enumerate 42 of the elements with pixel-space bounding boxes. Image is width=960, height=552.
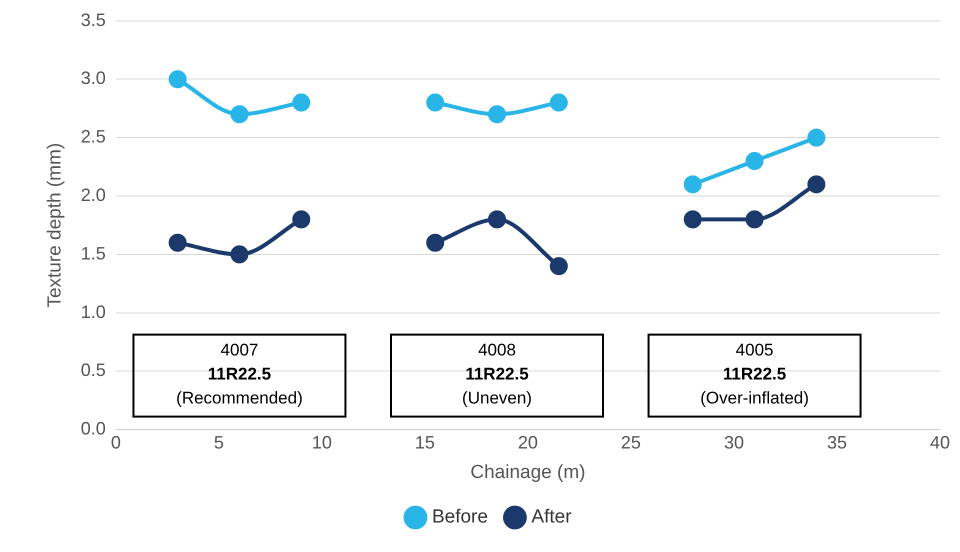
point	[746, 152, 764, 170]
y-tick-label: 3.5	[80, 10, 106, 30]
point	[168, 234, 187, 252]
point	[488, 105, 506, 124]
point	[807, 128, 826, 147]
y-tick-label: 3.0	[80, 68, 106, 88]
y-tick-label: 2.5	[80, 126, 106, 147]
y-tick-label: 1.5	[80, 243, 106, 264]
point	[746, 210, 764, 228]
point	[488, 210, 506, 228]
x-tick-label: 40	[930, 432, 950, 452]
annotation: 4007 11R22.5 (Recommended)	[176, 340, 303, 408]
point	[292, 210, 310, 228]
x-tick-label: 0	[110, 432, 121, 452]
y-tick-label: 1.0	[80, 302, 106, 322]
point	[230, 245, 248, 264]
x-tick-label: 35	[826, 432, 847, 452]
point	[292, 94, 310, 112]
x-tick-label: 30	[724, 432, 744, 452]
point	[807, 175, 826, 194]
x-tick-label: 5	[214, 432, 224, 452]
point	[168, 70, 187, 88]
point	[550, 257, 568, 276]
point	[550, 94, 568, 112]
point	[684, 175, 702, 194]
legend-label: After	[531, 506, 572, 528]
x-tick-label: 25	[620, 432, 641, 452]
y-axis-title: Texture depth (mm)	[44, 142, 66, 308]
x-axis-title: Chainage (m)	[470, 462, 586, 483]
x-tick-label: 20	[518, 432, 538, 452]
y-tick-label: 0.0	[80, 418, 106, 439]
x-tick-label: 15	[414, 432, 435, 452]
point	[230, 105, 248, 124]
y-tick-label: 0.5	[80, 360, 106, 380]
y-tick-label: 2.0	[80, 184, 106, 205]
point	[426, 94, 444, 112]
annotation: 4005 11R22.5 (Over-inflated)	[700, 340, 809, 408]
point	[684, 210, 702, 228]
legend-label: Before	[432, 506, 488, 528]
x-tick-label: 10	[312, 432, 332, 452]
point	[426, 234, 444, 252]
annotation: 4008 11R22.5 (Uneven)	[462, 340, 532, 408]
